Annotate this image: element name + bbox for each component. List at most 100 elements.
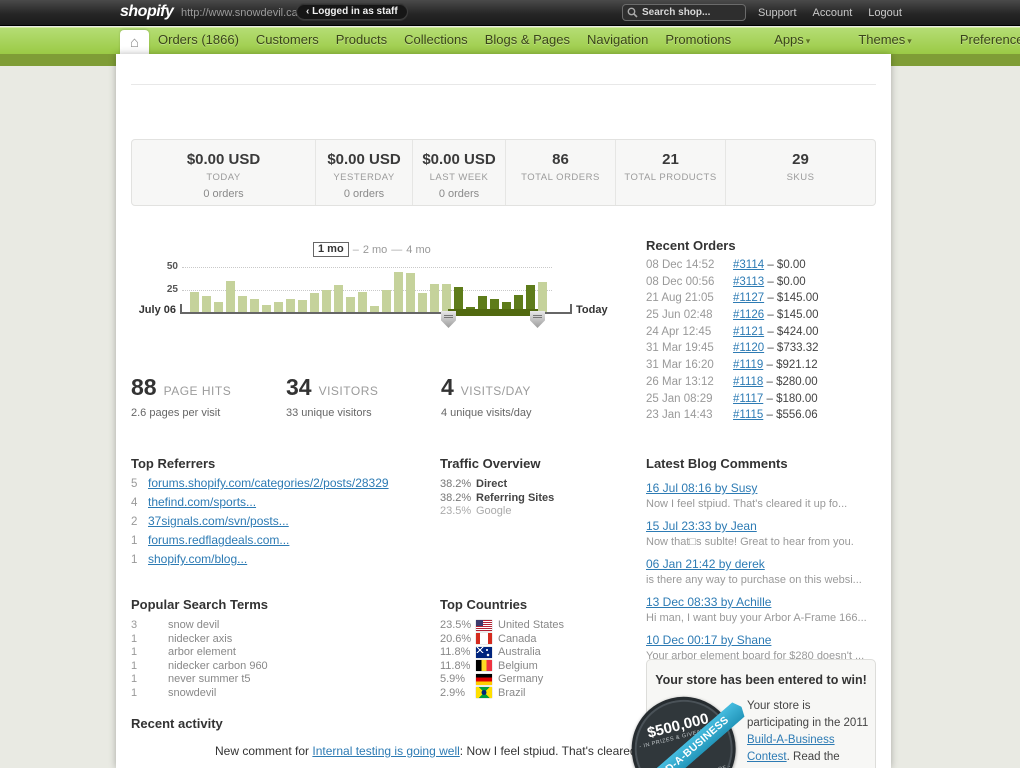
stat-label: YESTERDAY [333,172,395,183]
contest-link[interactable]: Build-A-Business Contest [747,734,835,763]
referrer-link[interactable]: thefind.com/sports... [148,495,257,509]
comment-link[interactable]: 16 Jul 08:16 by Susy [646,481,758,495]
order-number-link[interactable]: #1118 [733,375,764,388]
chart-bar [490,299,499,313]
order-number-link[interactable]: #1117 [733,392,764,405]
range-option-1mo[interactable]: 1 mo [313,242,349,257]
stat-label: TOTAL ORDERS [521,172,600,183]
search-term-row: 1 nidecker axis [131,633,268,645]
chart-bar [406,273,415,313]
order-number-link[interactable]: #1127 [733,292,765,305]
stat-sub: 0 orders [438,188,480,200]
gridline-25 [182,290,552,291]
search-input[interactable] [642,7,732,18]
stat-value: 86 [552,151,569,168]
contest-box: Your store has been entered to win! $500… [620,659,876,768]
search-term-count: 1 [131,673,138,685]
order-date: 24 Apr 12:45 [646,325,712,338]
chevron-down-icon: ▾ [805,36,811,46]
traffic-stat-sub: 2.6 pages per visit [131,407,221,419]
order-number-link[interactable]: #1126 [733,309,765,322]
nav-item-promotions[interactable]: Promotions [665,32,732,47]
chart-bar [478,296,487,313]
contest-text-before: Your store is participating in the 2011 [747,700,869,729]
range-option-4mo[interactable]: 4 mo [406,243,431,256]
country-row: 2.9% Brazil [440,687,564,699]
nav-item-collections[interactable]: Collections [404,32,468,47]
referrer-link[interactable]: 37signals.com/svn/posts... [148,514,289,528]
flag-icon-de [476,673,492,685]
blog-comment: 10 Dec 00:17 by Shane Your arbor element … [646,633,876,662]
range-slider-handle-left[interactable] [441,311,456,328]
comment-snippet: is there any way to purchase on this web… [646,574,862,586]
nav-item-apps[interactable]: Apps ▾ [774,32,811,47]
traffic-source-row: 23.5% Google [440,505,554,517]
nav-items: Orders (1866) Customers Products Collection… [158,32,1020,47]
chart-bar [514,295,523,313]
chart-bar [418,293,427,313]
blog-comment: 06 Jan 21:42 by derek is there any way to… [646,557,876,586]
referrer-count: 1 [131,554,138,566]
country-name: United States [498,619,565,631]
order-date: 26 Mar 13:12 [646,375,714,388]
referrer-link[interactable]: shopify.com/blog... [148,552,248,566]
order-amount: – $0.00 [764,259,806,271]
gridline-50 [182,267,552,268]
order-number-link[interactable]: #1119 [733,359,764,372]
referrer-link[interactable]: forums.shopify.com/categories/2/posts/28… [148,476,389,490]
search-term-count: 1 [131,659,138,672]
search-term: snowdevil [168,686,217,699]
range-slider-handle-right[interactable] [530,311,545,328]
support-link[interactable]: Support [758,7,797,19]
order-number-link[interactable]: #1115 [733,409,764,422]
contest-badge: $500,000 - IN PRIZES & GIVEAWAYS - BUILD… [620,685,758,768]
stat-total-orders: 86 TOTAL ORDERS [506,140,616,205]
order-number-link[interactable]: #1121 [733,325,765,338]
account-link[interactable]: Account [812,7,853,19]
nav-item-preferences[interactable]: Preferences▾ [959,32,1020,47]
traffic-source-pct: 38.2% [440,478,472,490]
traffic-overview-title: Traffic Overview [440,456,541,471]
order-number-link[interactable]: #3113 [733,275,765,288]
top-referrers-title: Top Referrers [131,456,216,471]
comment-link[interactable]: 13 Dec 08:33 by Achille [646,595,772,609]
shop-url: http://www.snowdevil.ca [181,7,298,19]
order-row: 26 Mar 13:12 #1118 – $280.00 [646,376,876,393]
range-option-2mo[interactable]: 2 mo [362,243,388,256]
order-number-link[interactable]: #1120 [733,342,765,355]
chart-bar [274,302,283,313]
comment-link[interactable]: 06 Jan 21:42 by derek [646,557,765,571]
chart-bar [334,285,343,313]
blog-comments-section: Latest Blog Comments 16 Jul 08:16 by Sus… [646,456,876,671]
dashboard-panel: $0.00 USD TODAY 0 orders $0.00 USD YESTERDAY… [116,54,891,768]
order-number-link[interactable]: #3114 [733,259,765,271]
nav-item-customers[interactable]: Customers [255,32,319,47]
logged-in-as-staff-button[interactable]: ‹ Logged in as staff [296,3,408,20]
order-row: 31 Mar 16:20 #1119 – $921.12 [646,359,876,376]
nav-item-navigation[interactable]: Navigation [586,32,649,47]
search-term-count: 1 [131,686,138,699]
selected-range-line [448,309,538,316]
nav-item-orders[interactable]: Orders (1866) [158,32,239,47]
recent-orders-section: Recent Orders 08 Dec 14:52 #3114 – $0.00 0… [646,238,876,426]
nav-item-themes[interactable]: Themes ▾ [858,32,912,47]
search-box[interactable] [622,4,746,21]
home-tab[interactable]: ⌂ [120,30,149,54]
search-term: snow devil [168,619,220,631]
x-axis-start-label: July 06 [138,304,176,316]
logout-link[interactable]: Logout [868,7,902,19]
referrer-link[interactable]: forums.redflagdeals.com... [148,533,290,547]
chart-bar [262,305,271,313]
activity-article-link[interactable]: Internal testing is going well [312,744,460,758]
stat-sub: 0 orders [343,188,385,200]
chart-bar [526,285,535,313]
y-axis-tick-25: 25 [166,284,178,295]
nav-item-products[interactable]: Products [335,32,388,47]
search-term: nidecker carbon 960 [168,659,268,672]
order-amount: – $556.06 [763,409,818,422]
comment-link[interactable]: 15 Jul 23:33 by Jean [646,519,757,533]
nav-item-blogs-pages[interactable]: Blogs & Pages [484,32,570,47]
country-name: Germany [498,673,544,685]
search-term-row: 3 snow devil [131,619,268,631]
comment-link[interactable]: 10 Dec 00:17 by Shane [646,633,772,647]
